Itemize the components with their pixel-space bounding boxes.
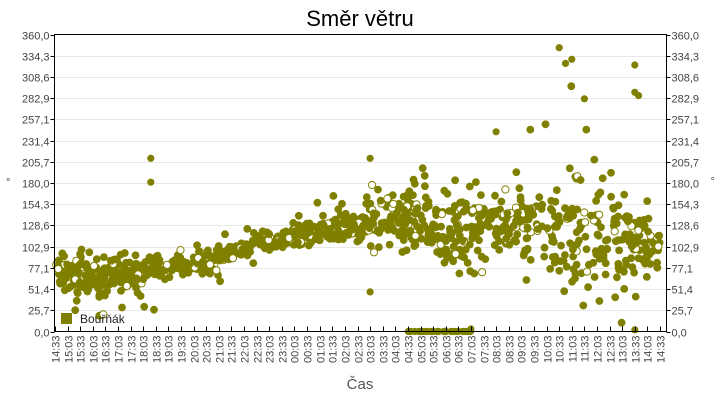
y-tick-label: 102,9 (672, 243, 700, 255)
y-tick-label: 51,4 (28, 285, 49, 297)
x-tick-label: 06:33 (454, 336, 466, 364)
y-tick-label: 257,1 (22, 115, 50, 127)
y-tick-label: 154,3 (672, 200, 700, 212)
x-tick-label: 04:03 (391, 336, 403, 364)
x-tick-label: 20:03 (190, 336, 202, 364)
x-tick-label: 12:03 (593, 336, 605, 364)
x-tick-label: 05:03 (417, 336, 429, 364)
x-tick-label: 16:33 (101, 336, 113, 364)
y-tick-label: 360,0 (672, 31, 700, 43)
x-axis-label: Čas (347, 376, 374, 393)
y-tick-label: 128,6 (672, 221, 700, 233)
x-tick-label: 05:33 (429, 336, 441, 364)
x-tick-label: 09:33 (530, 336, 542, 364)
y-tick-label: 0,0 (672, 328, 687, 340)
x-tick-label: 14:03 (643, 336, 655, 364)
x-tick-label: 07:03 (467, 336, 479, 364)
y-tick-label: 128,6 (22, 221, 50, 233)
x-tick-label: 14:33 (656, 336, 668, 364)
y-axis-right: 0,0 25,7 51,4 77,1 102,9 128,6 154,3 180,0 205,7… (666, 31, 715, 340)
x-tick-label: 11:03 (568, 336, 580, 363)
y-tick-label: 154,3 (22, 200, 50, 212)
y-tick-label: 25,7 (28, 306, 49, 318)
y-tick-label: 25,7 (672, 306, 693, 318)
data-points (52, 44, 664, 336)
y-tick-label: 334,3 (672, 52, 700, 64)
y-tick-label: 334,3 (22, 52, 50, 64)
x-tick-label: 08:03 (492, 336, 504, 364)
x-tick-label: 23:33 (278, 336, 290, 364)
x-tick-label: 03:33 (379, 336, 391, 364)
x-tick-label: 17:03 (114, 336, 126, 364)
x-tick-label: 14:33 (51, 336, 63, 364)
y-axis-left: 0,0 25,7 51,4 77,1 102,9 128,6 154,3 180,0 205,7… (22, 31, 55, 340)
y-tick-label: 205,7 (672, 158, 700, 170)
y-tick-label: 77,1 (28, 264, 49, 276)
legend-swatch (61, 313, 72, 324)
x-tick-label: 15:33 (76, 336, 88, 364)
x-tick-label: 23:03 (265, 336, 277, 364)
x-tick-label: 21:33 (227, 336, 239, 364)
x-tick-label: 15:03 (64, 336, 76, 364)
x-tick-label: 11:33 (580, 336, 592, 363)
x-tick-label: 02:03 (341, 336, 353, 364)
x-tick-label: 10:33 (555, 336, 567, 364)
y-tick-label: 308,6 (22, 73, 50, 85)
x-tick-label: 09:03 (517, 336, 529, 364)
x-tick-label: 20:33 (202, 336, 214, 364)
x-tick-label: 02:33 (354, 336, 366, 364)
y-tick-label: 360,0 (22, 31, 50, 43)
y-tick-label: 77,1 (672, 264, 693, 276)
x-tick-label: 17:33 (127, 336, 139, 364)
x-tick-label: 18:33 (152, 336, 164, 364)
y-tick-label: 51,4 (672, 285, 693, 297)
x-axis: 14:33 15:03 15:33 16:03 16:33 17:03 17:33 18:03… (51, 326, 668, 364)
legend: Bouřňák (61, 312, 126, 326)
y-tick-label: 231,4 (672, 137, 700, 149)
x-tick-label: 22:03 (240, 336, 252, 364)
y-axis-right-label: ° (711, 176, 715, 188)
x-tick-label: 01:33 (328, 336, 340, 364)
x-tick-label: 19:03 (164, 336, 176, 364)
y-axis-label: ° (6, 177, 10, 189)
x-tick-label: 00:33 (303, 336, 315, 364)
x-tick-label: 16:03 (89, 336, 101, 364)
x-tick-label: 04:33 (404, 336, 416, 364)
x-tick-label: 19:33 (177, 336, 189, 364)
y-tick-label: 180,0 (22, 179, 50, 191)
y-tick-label: 282,9 (22, 94, 50, 106)
x-tick-label: 06:03 (442, 336, 454, 364)
x-tick-label: 22:33 (253, 336, 265, 364)
y-tick-label: 102,9 (22, 243, 50, 255)
x-tick-label: 07:33 (480, 336, 492, 364)
chart-title: Směr větru (306, 6, 414, 31)
y-tick-label: 180,0 (672, 179, 700, 191)
y-tick-label: 0,0 (34, 328, 49, 340)
x-tick-label: 21:03 (215, 336, 227, 364)
x-tick-label: 00:03 (290, 336, 302, 364)
y-tick-label: 282,9 (672, 94, 700, 106)
x-tick-label: 13:33 (631, 336, 643, 364)
x-tick-label: 08:33 (505, 336, 517, 364)
y-tick-label: 308,6 (672, 73, 700, 85)
y-tick-label: 257,1 (672, 115, 700, 127)
x-tick-label: 01:03 (316, 336, 328, 364)
legend-label: Bouřňák (80, 312, 126, 326)
x-tick-label: 13:03 (618, 336, 630, 364)
x-tick-label: 03:03 (366, 336, 378, 364)
x-tick-label: 10:03 (543, 336, 555, 364)
y-tick-label: 231,4 (22, 137, 50, 149)
x-tick-label: 12:33 (606, 336, 618, 364)
y-tick-label: 205,7 (22, 158, 50, 170)
x-tick-label: 18:03 (139, 336, 151, 364)
